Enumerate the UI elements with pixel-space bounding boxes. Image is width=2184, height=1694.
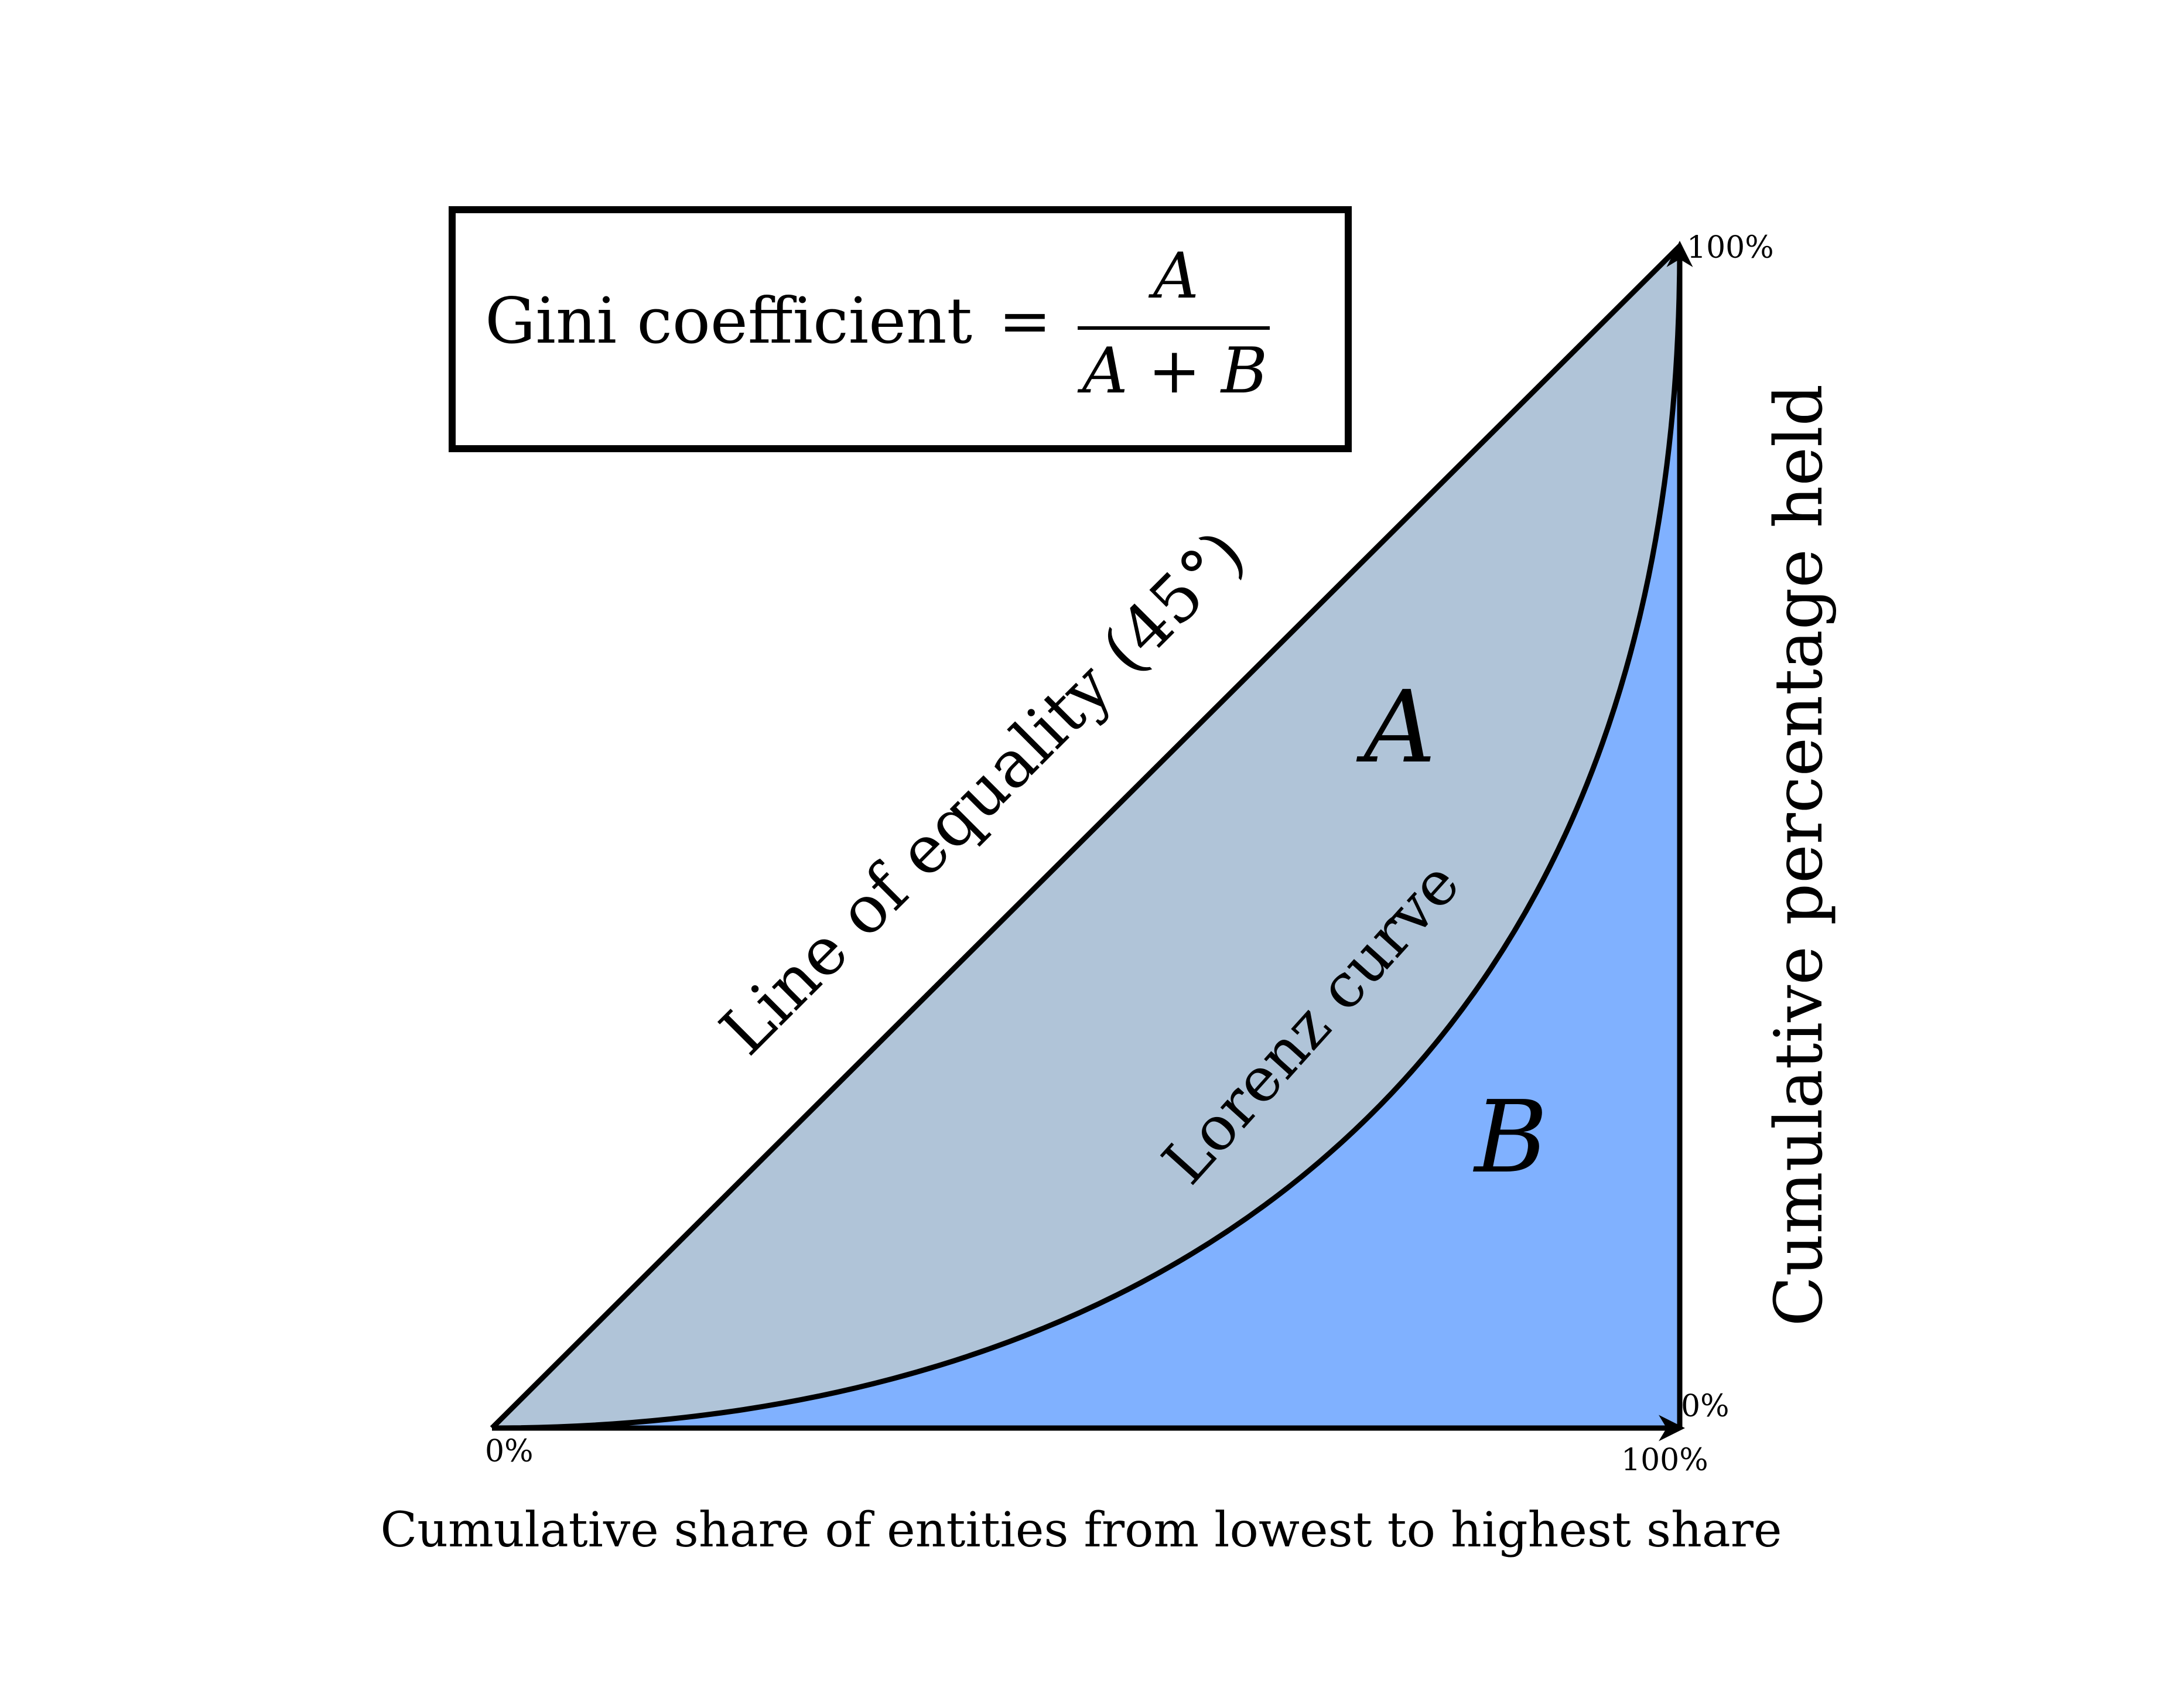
formula-numerator: A <box>1148 240 1199 313</box>
region-a-label: A <box>1356 670 1436 785</box>
y-axis-label: Cumulative percentage held <box>1761 384 1837 1327</box>
region-b-label: B <box>1473 1080 1548 1196</box>
formula-lhs: Gini coefficient <box>485 285 972 358</box>
equality-line <box>490 244 1682 1430</box>
formula-denominator: A + B <box>1077 334 1268 408</box>
origin-label: 0% <box>485 1434 534 1469</box>
y-end-label: 100% <box>1687 230 1774 265</box>
lorenz-curve-line <box>491 245 1683 1431</box>
x-end-label: 100% <box>1621 1443 1708 1478</box>
formula-equals: = <box>999 285 1052 358</box>
x-axis-label: Cumulative share of entities from lowest… <box>380 1502 1782 1558</box>
y-start-label: 0% <box>1681 1389 1730 1424</box>
region-b-area <box>492 246 1680 1428</box>
